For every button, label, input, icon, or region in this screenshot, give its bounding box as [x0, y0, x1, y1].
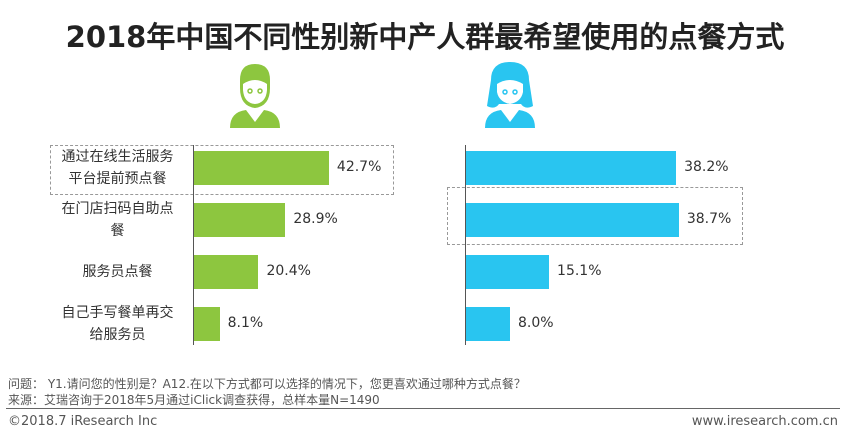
bar: [466, 151, 677, 185]
bar: [466, 307, 510, 341]
category-label-line: 给服务员: [89, 327, 146, 343]
category-label-line: 餐: [110, 223, 125, 239]
question-note: 问题： Y1.请问您的性别是？A12.在以下方式都可以选择的情况下，您更喜欢通过…: [8, 377, 526, 391]
data-label: 28.9%: [293, 211, 338, 227]
highlight-box-male: [50, 145, 394, 195]
data-label: 8.1%: [227, 315, 264, 331]
website: www.iresearch.com.cn: [691, 414, 838, 429]
bar: [194, 307, 220, 341]
bar: [194, 151, 329, 185]
bar: [194, 203, 286, 237]
highlight-box-female: [447, 187, 743, 245]
bar: [466, 255, 550, 289]
category-label-line: 在门店扫码自助点: [61, 201, 174, 217]
category-label-line: 自己手写餐单再交: [61, 305, 174, 321]
axis-right: [465, 145, 466, 345]
category-label-line: 通过在线生活服务: [61, 149, 174, 165]
bar: [466, 203, 679, 237]
category-label: 自己手写餐单再交 给服务员: [50, 302, 185, 346]
data-label: 38.2%: [684, 159, 729, 175]
female-person-icon: [485, 62, 535, 128]
category-label: 服务员点餐: [50, 261, 185, 283]
category-label-line: 服务员点餐: [82, 264, 153, 280]
data-label: 20.4%: [266, 263, 311, 279]
category-label: 通过在线生活服务 平台提前预点餐: [50, 146, 185, 190]
category-label: 在门店扫码自助点餐: [50, 198, 185, 242]
chart-title: 2018年中国不同性别新中产人群最希望使用的点餐方式: [65, 20, 785, 54]
data-label: 42.7%: [336, 159, 382, 175]
copyright: ©2018.7 iResearch Inc: [8, 414, 158, 429]
bar: [194, 255, 259, 289]
footer-divider: [6, 408, 840, 409]
axis-left: [193, 145, 194, 345]
source-note: 来源：艾瑞咨询于2018年5月通过iClick调查获得，总样本量N=1490: [8, 393, 380, 407]
data-label: 8.0%: [518, 315, 554, 331]
data-label: 15.1%: [557, 263, 602, 279]
data-label: 38.7%: [686, 211, 732, 227]
category-label-line: 平台提前预点餐: [68, 171, 167, 187]
male-person-icon: [230, 64, 280, 128]
